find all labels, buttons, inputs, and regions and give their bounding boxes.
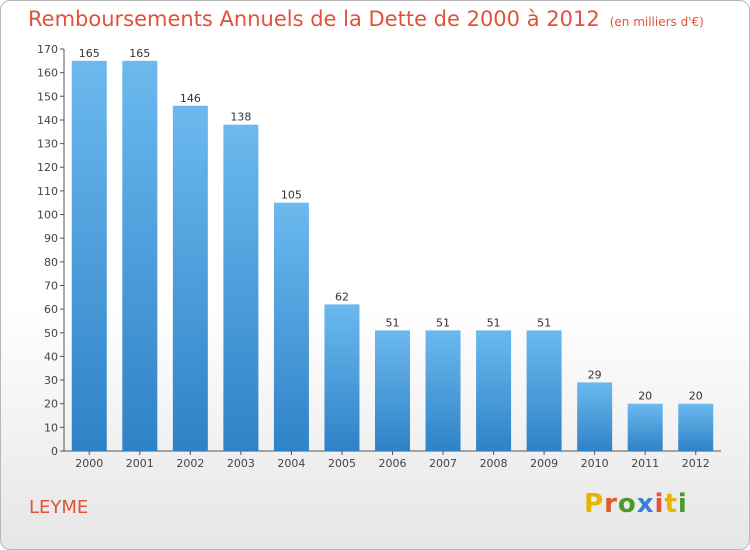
value-label-2006: 51 (386, 316, 400, 329)
x-tick-label-2006: 2006 (379, 457, 407, 470)
value-label-2005: 62 (335, 290, 349, 303)
y-tick-label: 40 (44, 350, 58, 363)
commune-name: LEYME (29, 497, 89, 518)
y-tick-label: 30 (44, 374, 58, 387)
y-tick-label: 50 (44, 327, 58, 340)
value-label-2007: 51 (436, 316, 450, 329)
logo-letter: t (664, 489, 678, 519)
bar-2000 (71, 60, 107, 452)
logo-letter: x (636, 489, 655, 519)
logo-letter: i (677, 489, 688, 519)
x-tick-label-2011: 2011 (631, 457, 659, 470)
value-label-2008: 51 (487, 316, 501, 329)
value-label-2000: 165 (79, 47, 100, 60)
value-label-2009: 51 (537, 316, 551, 329)
x-tick-label-2010: 2010 (581, 457, 609, 470)
y-tick-label: 170 (37, 43, 58, 56)
y-tick-label: 100 (37, 209, 58, 222)
y-tick-label: 10 (44, 421, 58, 434)
y-tick-label: 20 (44, 398, 58, 411)
bar-2010 (577, 382, 613, 451)
value-label-2001: 165 (129, 47, 150, 60)
y-tick-label: 130 (37, 138, 58, 151)
logo-letter: o (617, 489, 637, 519)
x-tick-label-2002: 2002 (176, 457, 204, 470)
bar-2011 (627, 403, 663, 451)
bar-2004 (273, 202, 309, 451)
y-tick-label: 160 (37, 67, 58, 80)
bar-2001 (122, 60, 158, 452)
y-tick-label: 80 (44, 256, 58, 269)
x-tick-label-2003: 2003 (227, 457, 255, 470)
x-tick-label-2005: 2005 (328, 457, 356, 470)
bar-2006 (375, 330, 410, 451)
y-tick-label: 90 (44, 232, 58, 245)
value-label-2002: 146 (180, 92, 201, 105)
x-tick-label-2012: 2012 (682, 457, 710, 470)
bar-2007 (425, 330, 461, 451)
logo-letter: r (604, 489, 618, 519)
chart-title: Remboursements Annuels de la Dette de 20… (28, 7, 704, 31)
value-label-2003: 138 (230, 111, 251, 124)
proxiti-logo: Proxiti (584, 489, 688, 519)
bar-2002 (172, 105, 208, 452)
y-tick-label: 150 (37, 90, 58, 103)
value-label-2004: 105 (281, 189, 302, 202)
y-tick-label: 110 (37, 185, 58, 198)
x-tick-label-2004: 2004 (277, 457, 305, 470)
unit-label: (en milliers d'€) (609, 15, 704, 29)
y-tick-label: 140 (37, 114, 58, 127)
y-tick-label: 70 (44, 279, 58, 292)
y-tick-label: 60 (44, 303, 58, 316)
x-tick-label-2009: 2009 (530, 457, 558, 470)
y-tick-label: 120 (37, 161, 58, 174)
value-label-2012: 20 (689, 390, 703, 403)
bar-2005 (324, 304, 360, 451)
x-tick-label-2000: 2000 (75, 457, 103, 470)
bar-2012 (678, 403, 714, 451)
x-tick-label-2007: 2007 (429, 457, 457, 470)
bar-2009 (526, 330, 562, 451)
value-label-2010: 29 (588, 368, 602, 381)
x-tick-label-2001: 2001 (126, 457, 154, 470)
x-tick-label-2008: 2008 (480, 457, 508, 470)
title-text: Remboursements Annuels de la Dette de 20… (28, 7, 600, 31)
value-label-2011: 20 (638, 390, 652, 403)
bar-2003 (223, 124, 259, 451)
logo-letter: P (584, 489, 605, 519)
bar-2008 (476, 330, 512, 451)
y-tick-label: 0 (51, 445, 58, 458)
logo-letter: i (654, 489, 665, 519)
